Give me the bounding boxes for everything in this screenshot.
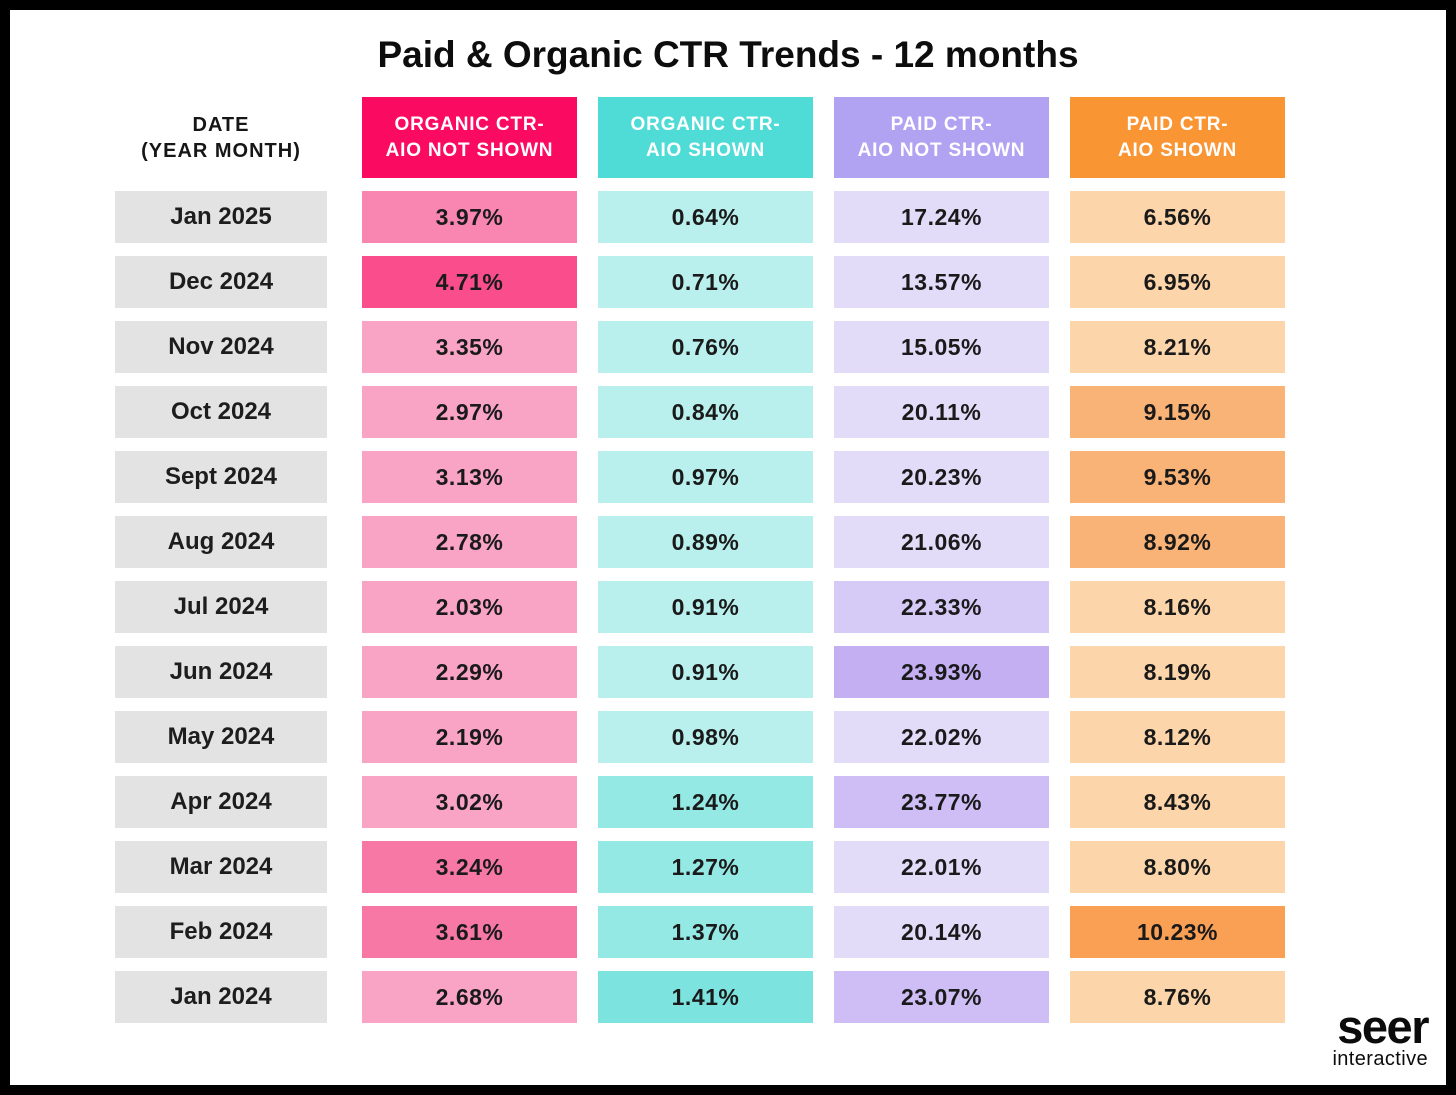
column-header-1: ORGANIC CTR- AIO NOT SHOWN (362, 97, 577, 178)
ctr-value-cell: 23.77% (834, 776, 1049, 828)
ctr-value-cell: 22.33% (834, 581, 1049, 633)
ctr-value-cell: 2.03% (362, 581, 577, 633)
ctr-value-cell: 8.76% (1070, 971, 1285, 1023)
date-column-header: DATE (YEAR MONTH) (115, 97, 327, 178)
ctr-value-cell: 0.64% (598, 191, 813, 243)
ctr-value-cell: 3.02% (362, 776, 577, 828)
ctr-value-cell: 8.19% (1070, 646, 1285, 698)
ctr-value-cell: 8.16% (1070, 581, 1285, 633)
ctr-value-cell: 3.13% (362, 451, 577, 503)
ctr-value-cell: 21.06% (834, 516, 1049, 568)
date-cell: Apr 2024 (115, 776, 327, 828)
ctr-value-cell: 1.37% (598, 906, 813, 958)
ctr-value-cell: 20.23% (834, 451, 1049, 503)
ctr-value-cell: 8.12% (1070, 711, 1285, 763)
ctr-value-cell: 8.21% (1070, 321, 1285, 373)
ctr-value-cell: 3.24% (362, 841, 577, 893)
date-cell: Aug 2024 (115, 516, 327, 568)
ctr-table: DATE (YEAR MONTH) ORGANIC CTR- AIO NOT SH… (115, 97, 1285, 1023)
ctr-value-cell: 22.01% (834, 841, 1049, 893)
ctr-value-cell: 3.35% (362, 321, 577, 373)
date-cell: May 2024 (115, 711, 327, 763)
seer-logo-subtext: interactive (1332, 1048, 1428, 1070)
ctr-value-cell: 0.89% (598, 516, 813, 568)
ctr-value-cell: 9.15% (1070, 386, 1285, 438)
ctr-value-cell: 22.02% (834, 711, 1049, 763)
ctr-value-cell: 8.43% (1070, 776, 1285, 828)
ctr-value-cell: 20.14% (834, 906, 1049, 958)
date-cell: Dec 2024 (115, 256, 327, 308)
date-cell: Feb 2024 (115, 906, 327, 958)
date-cell: Mar 2024 (115, 841, 327, 893)
ctr-value-cell: 0.91% (598, 581, 813, 633)
ctr-value-cell: 17.24% (834, 191, 1049, 243)
ctr-value-cell: 3.97% (362, 191, 577, 243)
ctr-value-cell: 6.95% (1070, 256, 1285, 308)
ctr-value-cell: 0.97% (598, 451, 813, 503)
seer-logo-wordmark: seer (1337, 1000, 1429, 1054)
ctr-value-cell: 23.07% (834, 971, 1049, 1023)
ctr-value-cell: 1.24% (598, 776, 813, 828)
ctr-value-cell: 1.27% (598, 841, 813, 893)
date-cell: Oct 2024 (115, 386, 327, 438)
ctr-value-cell: 1.41% (598, 971, 813, 1023)
date-header-line2: (YEAR MONTH) (141, 139, 301, 162)
date-cell: Nov 2024 (115, 321, 327, 373)
ctr-value-cell: 23.93% (834, 646, 1049, 698)
ctr-value-cell: 0.76% (598, 321, 813, 373)
page-title: Paid & Organic CTR Trends - 12 months (377, 34, 1079, 75)
ctr-value-cell: 9.53% (1070, 451, 1285, 503)
ctr-value-cell: 2.78% (362, 516, 577, 568)
ctr-value-cell: 2.68% (362, 971, 577, 1023)
ctr-value-cell: 13.57% (834, 256, 1049, 308)
date-cell: Jan 2025 (115, 191, 327, 243)
ctr-value-cell: 20.11% (834, 386, 1049, 438)
ctr-value-cell: 6.56% (1070, 191, 1285, 243)
column-header-2: ORGANIC CTR- AIO SHOWN (598, 97, 813, 178)
date-cell: Jun 2024 (115, 646, 327, 698)
ctr-value-cell: 2.97% (362, 386, 577, 438)
column-header-4: PAID CTR- AIO SHOWN (1070, 97, 1285, 178)
ctr-value-cell: 0.98% (598, 711, 813, 763)
ctr-value-cell: 2.19% (362, 711, 577, 763)
ctr-value-cell: 2.29% (362, 646, 577, 698)
date-cell: Jan 2024 (115, 971, 327, 1023)
ctr-value-cell: 0.91% (598, 646, 813, 698)
ctr-value-cell: 10.23% (1070, 906, 1285, 958)
ctr-value-cell: 4.71% (362, 256, 577, 308)
seer-logo: seer interactive (1332, 1000, 1429, 1071)
ctr-value-cell: 0.71% (598, 256, 813, 308)
ctr-value-cell: 8.92% (1070, 516, 1285, 568)
date-header-line1: DATE (192, 113, 250, 136)
ctr-value-cell: 3.61% (362, 906, 577, 958)
date-cell: Jul 2024 (115, 581, 327, 633)
column-header-3: PAID CTR- AIO NOT SHOWN (834, 97, 1049, 178)
ctr-value-cell: 0.84% (598, 386, 813, 438)
ctr-value-cell: 8.80% (1070, 841, 1285, 893)
ctr-value-cell: 15.05% (834, 321, 1049, 373)
date-cell: Sept 2024 (115, 451, 327, 503)
